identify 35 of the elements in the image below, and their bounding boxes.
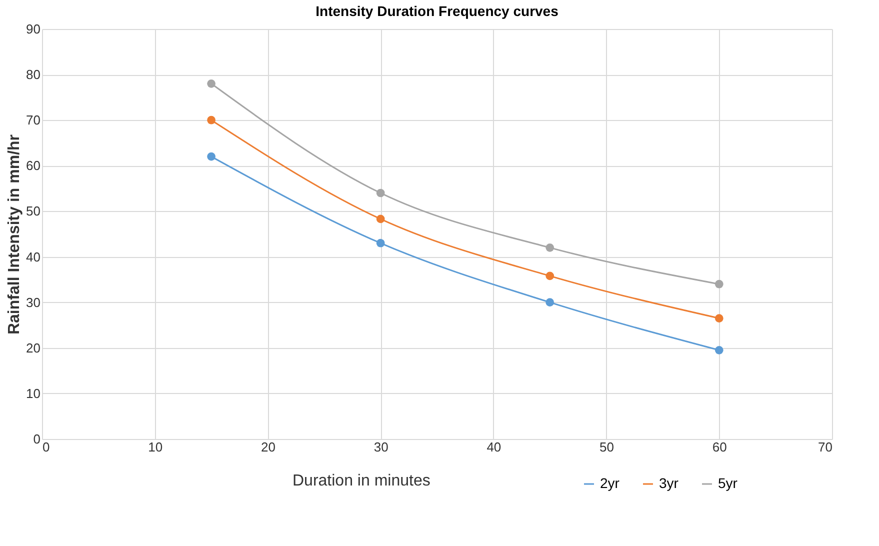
point [207,152,216,161]
point [376,238,385,248]
point [207,116,216,124]
y-tick-label: 20 [26,340,40,356]
x-axis-title: Duration in minutes [292,472,430,490]
point [714,280,724,288]
point [376,214,385,224]
point [714,346,724,354]
point [546,272,554,280]
y-tick-label: 50 [26,204,40,219]
x-tick-label: 70 [818,440,832,454]
chart-title: Intensity Duration Frequency curves [316,3,559,19]
y-tick-label: 80 [26,67,40,82]
x-tick-label: 10 [148,440,163,454]
point [714,314,724,322]
point [546,243,554,252]
x-tick-label: 50 [600,440,614,454]
legend-label: 5yr [718,475,738,491]
point [546,298,554,307]
y-tick-label: 40 [26,249,40,264]
x-tick-label: 0 [42,440,50,454]
legend-label: 2yr [600,475,620,491]
point [376,188,385,198]
y-tick-label: 60 [26,158,40,174]
y-tick-label: 70 [26,112,40,128]
legend-label: 3yr [659,475,679,491]
x-tick-label: 60 [712,440,727,454]
y-tick-label: 90 [26,22,40,36]
y-axis-title: Rainfall Intensity in mm/hr [6,134,24,335]
x-tick-label: 30 [374,440,388,454]
x-tick-label: 40 [486,440,502,454]
y-tick-label: 30 [26,294,40,310]
point [207,79,216,88]
y-tick-label: 10 [26,386,40,401]
x-tick-label: 20 [260,440,276,454]
